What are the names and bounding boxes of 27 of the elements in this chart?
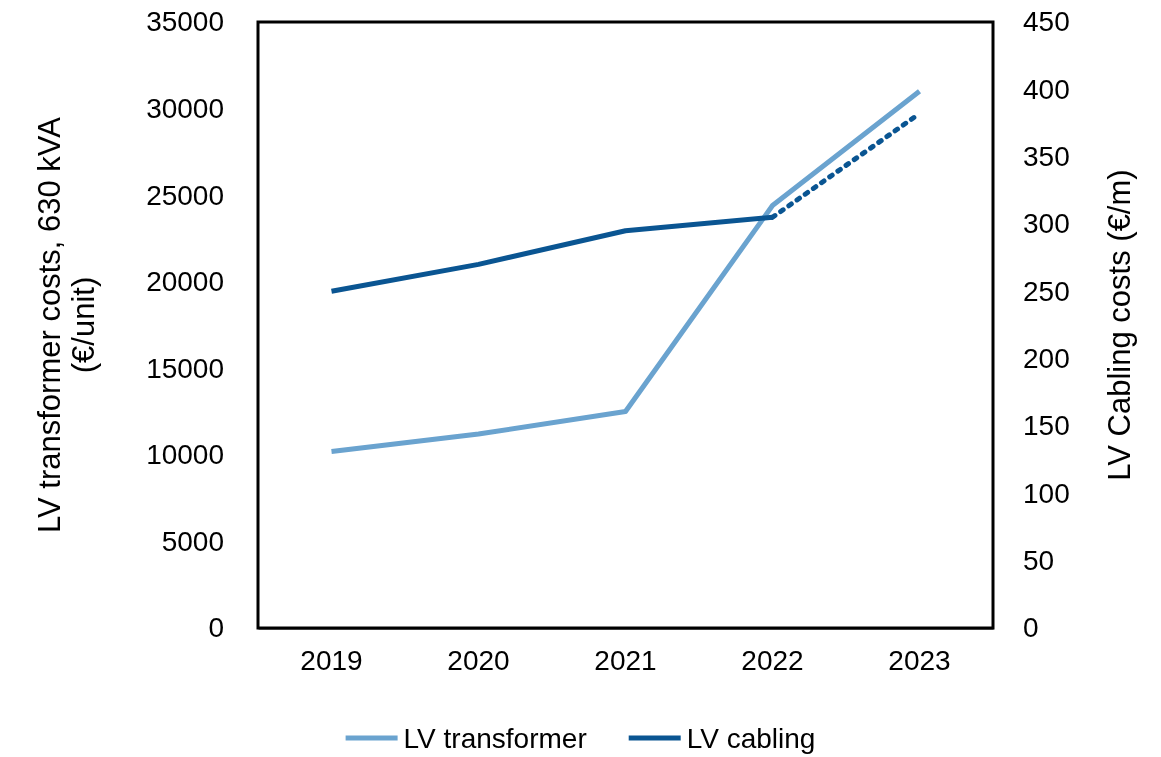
y-tick-label: 15000 (146, 352, 224, 384)
y2-tick-label: 300 (1023, 208, 1070, 240)
legend-label: LV cabling (686, 723, 816, 754)
y2-tick-label: 150 (1023, 410, 1070, 442)
x-tick-label: 2019 (300, 644, 363, 676)
x-tick-label: 2023 (888, 644, 951, 676)
y-axis-title: LV transformer costs, 630 kVA (€/unit) (32, 116, 102, 533)
y-tick-label: 0 (208, 612, 224, 644)
y2-tick-label: 0 (1023, 612, 1039, 644)
y-tick-label: 35000 (146, 6, 224, 38)
y-tick-label: 30000 (146, 93, 224, 125)
legend-label: LV transformer (403, 723, 587, 754)
y-tick-label: 5000 (161, 525, 224, 557)
y2-tick-label: 400 (1023, 73, 1070, 105)
y2-tick-label: 100 (1023, 477, 1070, 509)
x-tick-label: 2022 (741, 644, 804, 676)
y2-tick-label: 50 (1023, 545, 1055, 577)
y-tick-label: 25000 (146, 179, 224, 211)
y2-tick-label: 450 (1023, 6, 1070, 38)
y2-axis-title: LV Cabling costs (€/m) (1102, 169, 1137, 481)
x-tick-label: 2021 (594, 644, 657, 676)
y2-tick-label: 250 (1023, 275, 1070, 307)
y-tick-label: 20000 (146, 266, 224, 298)
y2-tick-label: 350 (1023, 141, 1070, 173)
x-tick-label: 2020 (447, 644, 510, 676)
y-tick-label: 10000 (146, 439, 224, 471)
y2-tick-label: 200 (1023, 343, 1070, 375)
